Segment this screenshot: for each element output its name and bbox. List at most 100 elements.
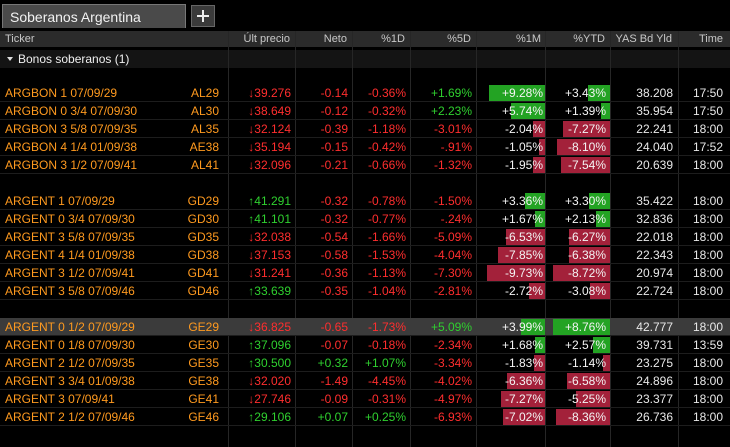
- cell-yld: 42.777: [636, 320, 673, 334]
- group-label: Bonos soberanos (1): [18, 52, 130, 66]
- cell-net: -0.12: [320, 104, 348, 118]
- cell-yld: 22.724: [636, 284, 673, 298]
- cell-price: ↓38.649: [248, 104, 291, 118]
- change-bar: [568, 247, 610, 263]
- group-row[interactable]: Bonos soberanos (1): [0, 50, 730, 68]
- cell-d5: -3.34%: [433, 356, 472, 370]
- cell-time: 18:00: [692, 374, 723, 388]
- cell-ticker: GD29: [187, 194, 219, 208]
- cell-d1: +1.07%: [364, 356, 406, 370]
- column-header: %YTD: [573, 33, 605, 45]
- column-header: %5D: [447, 33, 471, 45]
- cell-d1: -1.04%: [367, 284, 406, 298]
- cell-ytd: +1.39%: [564, 104, 606, 118]
- bond-row[interactable]: ARGENT 3 1/2 07/09/41 GD41 ↓31.241 -0.36 -1.…: [0, 264, 730, 282]
- cell-d1: -1.13%: [367, 266, 406, 280]
- collapse-icon[interactable]: [7, 57, 13, 61]
- column-separator: [545, 31, 546, 447]
- bond-row[interactable]: ARGENT 3 5/8 07/09/46 GD46 ↑33.639 -0.35 -1.…: [0, 282, 730, 300]
- bond-row[interactable]: ARGENT 0 1/2 07/09/29 GE29 ↓36.825 -0.65 -1.…: [0, 318, 730, 336]
- change-bar: [538, 139, 545, 155]
- cell-name: ARGENT 0 1/8 07/09/30: [5, 338, 135, 352]
- bond-row[interactable]: ARGENT 2 1/2 07/09/46 GE46 ↑29.106 +0.07 +0.…: [0, 408, 730, 426]
- cell-price: ↑29.106: [248, 410, 291, 424]
- cell-ticker: GE35: [188, 356, 219, 370]
- change-bar: [596, 211, 610, 227]
- cell-ytd: -1.14%: [567, 356, 606, 370]
- cell-price: ↑37.096: [248, 338, 291, 352]
- cell-d5: -.24%: [440, 212, 472, 226]
- cell-net: +0.32: [317, 356, 348, 370]
- cell-time: 18:00: [692, 194, 723, 208]
- cell-ytd: +3.43%: [564, 86, 606, 100]
- cell-name: ARGENT 3 1/2 07/09/41: [5, 266, 135, 280]
- change-bar: [521, 319, 545, 335]
- cell-price: ↓36.825: [248, 320, 291, 334]
- cell-price: ↓39.276: [248, 86, 291, 100]
- cell-d1: -1.53%: [367, 248, 406, 262]
- cell-yld: 35.422: [636, 194, 673, 208]
- cell-d5: -7.30%: [433, 266, 472, 280]
- cell-ytd: -8.72%: [567, 266, 606, 280]
- add-tab-button[interactable]: [191, 5, 215, 27]
- change-bar: [502, 409, 545, 425]
- change-bar: [524, 193, 545, 209]
- cell-time: 18:00: [692, 158, 723, 172]
- cell-yld: 32.836: [636, 212, 673, 226]
- change-bar: [557, 139, 610, 155]
- cell-name: ARGENT 2 1/2 07/09/46: [5, 410, 135, 424]
- cell-net: -0.65: [320, 320, 348, 334]
- bond-row[interactable]: ARGENT 0 1/8 07/09/30 GE30 ↑37.096 -0.07 -0.…: [0, 336, 730, 354]
- cell-price: ↓32.038: [248, 230, 291, 244]
- bond-row[interactable]: ARGBON 3 1/2 07/09/41 AL41 ↓32.096 -0.21 -0.…: [0, 156, 730, 174]
- cell-net: -0.54: [320, 230, 348, 244]
- cell-yld: 26.736: [636, 410, 673, 424]
- cell-price: ↓32.020: [248, 374, 291, 388]
- cell-d1: -1.66%: [367, 230, 406, 244]
- bond-row[interactable]: ARGENT 4 1/4 01/09/38 GD38 ↓37.153 -0.58 -1.…: [0, 246, 730, 264]
- bond-row[interactable]: ARGENT 3 5/8 07/09/35 GD35 ↓32.038 -0.54 -1.…: [0, 228, 730, 246]
- cell-d5: +5.09%: [430, 320, 472, 334]
- cell-d5: -4.97%: [433, 392, 472, 406]
- bond-row[interactable]: ARGENT 0 3/4 07/09/30 GD30 ↑41.101 -0.32 -0.…: [0, 210, 730, 228]
- cell-d5: -3.01%: [433, 122, 472, 136]
- bond-row[interactable]: ARGENT 2 1/2 07/09/35 GE35 ↑30.500 +0.32 +1.…: [0, 354, 730, 372]
- change-bar: [489, 85, 545, 101]
- column-separator: [476, 31, 477, 447]
- tab[interactable]: Soberanos Argentina: [2, 4, 186, 28]
- bond-row[interactable]: ARGBON 3 5/8 07/09/35 AL35 ↓32.124 -0.39 -1.…: [0, 120, 730, 138]
- bond-row[interactable]: ARGBON 0 3/4 07/09/30 AL30 ↓38.649 -0.12 -0.…: [0, 102, 730, 120]
- cell-time: 18:00: [692, 284, 723, 298]
- cell-name: ARGENT 0 3/4 07/09/30: [5, 212, 135, 226]
- cell-ticker: GE30: [188, 338, 219, 352]
- cell-name: ARGENT 3 3/4 01/09/38: [5, 374, 135, 388]
- bond-row[interactable]: ARGBON 1 07/09/29 AL29 ↓39.276 -0.14 -0.36% +…: [0, 84, 730, 102]
- cell-name: ARGENT 4 1/4 01/09/38: [5, 248, 135, 262]
- cell-d5: -4.02%: [433, 374, 472, 388]
- change-bar: [575, 391, 610, 407]
- cell-d5: +1.69%: [430, 86, 472, 100]
- cell-m1: -1.05%: [504, 140, 543, 154]
- cell-m1: +9.28%: [501, 86, 543, 100]
- cell-yld: 22.343: [636, 248, 673, 262]
- cell-price: ↓35.194: [248, 140, 291, 154]
- bond-row[interactable]: ARGBON 4 1/4 01/09/38 AE38 ↓35.194 -0.15 -0.…: [0, 138, 730, 156]
- cell-d1: -0.66%: [367, 158, 406, 172]
- cell-net: -0.35: [320, 284, 348, 298]
- cell-net: +0.07: [317, 410, 348, 424]
- cell-d5: -5.09%: [433, 230, 472, 244]
- bond-row[interactable]: ARGENT 3 07/09/41 GE41 ↓27.746 -0.09 -0.31% -…: [0, 390, 730, 408]
- cell-yld: 35.954: [636, 104, 673, 118]
- change-bar: [534, 355, 545, 371]
- cell-net: -1.49: [320, 374, 348, 388]
- cell-name: ARGENT 3 5/8 07/09/46: [5, 284, 135, 298]
- cell-net: -0.14: [320, 86, 348, 100]
- change-bar: [505, 229, 545, 245]
- bond-row[interactable]: ARGENT 1 07/09/29 GD29 ↑41.291 -0.32 -0.78% -…: [0, 192, 730, 210]
- cell-d5: -2.81%: [433, 284, 472, 298]
- change-bar: [501, 391, 545, 407]
- column-header: Neto: [323, 33, 347, 45]
- cell-price: ↓37.153: [248, 248, 291, 262]
- bond-row[interactable]: ARGENT 3 3/4 01/09/38 GE38 ↓32.020 -1.49 -4.…: [0, 372, 730, 390]
- cell-m1: -1.83%: [504, 356, 543, 370]
